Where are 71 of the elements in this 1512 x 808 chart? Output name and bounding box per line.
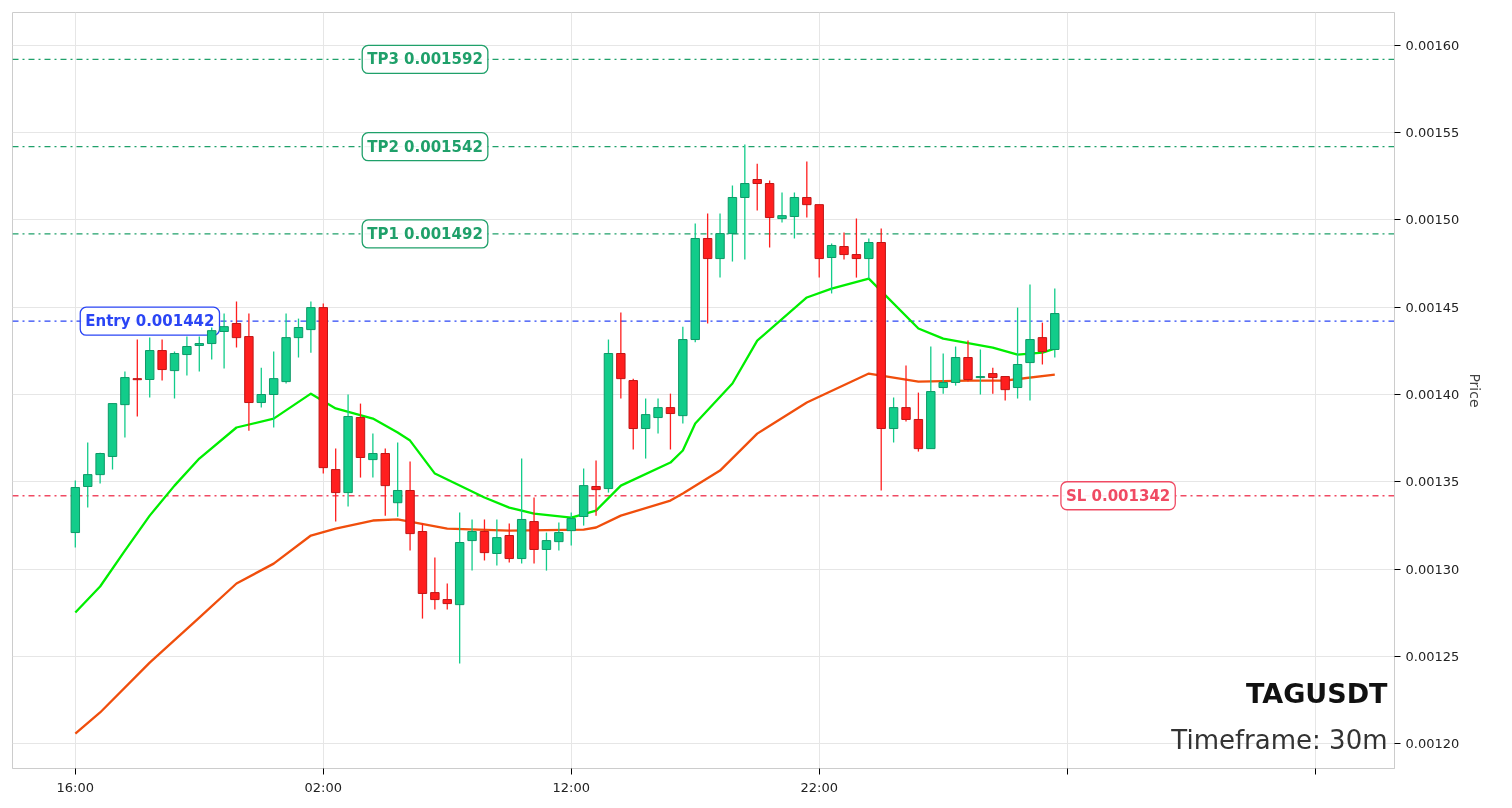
candlestick	[740, 143, 750, 261]
y-tick-label: 0.00160	[1405, 37, 1460, 53]
candlestick	[268, 350, 279, 429]
y-tick-label: 0.00130	[1405, 561, 1460, 577]
candlestick	[988, 366, 998, 395]
candlestick	[554, 521, 564, 552]
y-tick-label: 0.00155	[1405, 125, 1460, 141]
y-tick-label: 0.00135	[1405, 474, 1460, 490]
candlestick	[640, 397, 651, 460]
candlestick	[541, 531, 552, 572]
candlestick	[219, 312, 229, 370]
ref-line-label: TP3 0.001592	[367, 50, 483, 69]
candlestick	[157, 338, 167, 382]
candlestick	[83, 441, 93, 509]
candlestick	[702, 212, 713, 325]
text: Timeframe: 30m	[1170, 724, 1388, 755]
candlestick	[938, 352, 948, 395]
y-axis-title: Price	[1467, 373, 1484, 408]
candlestick	[566, 511, 576, 547]
x-tick-label: 22:00	[800, 779, 838, 795]
ref-line-label: SL 0.001342	[1065, 486, 1171, 505]
ref-line-label: Entry 0.001442	[85, 312, 215, 331]
y-tick-label: 0.00150	[1405, 212, 1460, 228]
candlestick	[851, 217, 862, 279]
candlestick	[206, 326, 217, 361]
candlestick	[665, 392, 676, 451]
candlestick	[467, 518, 477, 572]
candlestick	[182, 335, 192, 377]
ref-line-label: TP1 0.001492	[367, 224, 483, 243]
candlestick	[839, 231, 849, 261]
x-tick-label: 16:00	[56, 779, 95, 795]
candlestick	[888, 396, 899, 444]
candlestick	[864, 237, 874, 280]
y-tick-label: 0.00140	[1405, 387, 1460, 403]
candlestick	[231, 300, 242, 349]
candlestick	[492, 518, 502, 567]
candlestick	[1037, 321, 1048, 366]
y-tick-label: 0.00125	[1405, 648, 1460, 664]
x-tick-label: 12:00	[552, 779, 590, 795]
candlestick	[442, 582, 452, 611]
candlestick	[169, 350, 180, 400]
y-tick-label: 0.00145	[1405, 299, 1460, 315]
candlestick	[963, 339, 973, 383]
candlestick	[1000, 375, 1010, 402]
candlestick	[256, 366, 267, 409]
candlestick	[591, 459, 601, 517]
candlestick	[430, 556, 440, 611]
candlestick	[901, 364, 911, 423]
candlestick	[330, 447, 341, 523]
candlestick	[95, 451, 105, 485]
y-tick-label: 0.00120	[1405, 736, 1460, 752]
candlestick	[777, 191, 787, 224]
candlestick	[975, 348, 986, 396]
candlestick	[306, 300, 316, 354]
ref-line-label: TP2 0.001542	[367, 137, 483, 156]
candlestick	[1012, 306, 1023, 400]
text: TAGUSDT	[1245, 677, 1389, 709]
candlestick	[1025, 283, 1035, 402]
candlestick	[132, 338, 143, 418]
candlestick	[826, 242, 837, 295]
candlestick	[293, 317, 304, 359]
candlestick	[479, 518, 490, 562]
candlestick	[194, 335, 205, 373]
candlestick	[653, 397, 663, 435]
candlestick	[368, 432, 378, 479]
x-tick-label: 02:00	[304, 779, 343, 795]
candlestick	[802, 160, 812, 219]
candlestick	[789, 191, 800, 240]
candlestick	[752, 162, 762, 212]
candlestick	[504, 522, 514, 564]
candlestick	[392, 441, 403, 518]
